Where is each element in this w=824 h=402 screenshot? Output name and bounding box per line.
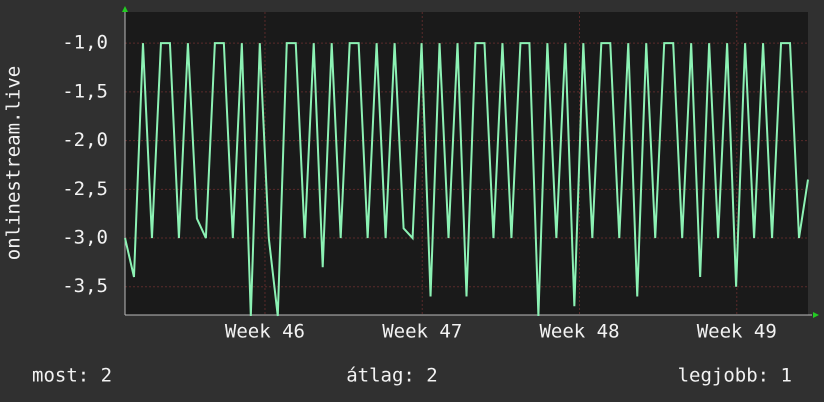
y-tick-label: -3,5 [62,275,108,297]
y-arrow [122,6,128,12]
stat-best: legjobb: 1 [678,365,792,387]
x-arrow [813,312,819,318]
data-line [124,42,809,317]
y-tick-label: -2,5 [62,178,108,200]
x-tick-label: Week 46 [225,321,305,343]
y-tick-label: -1,0 [62,32,108,54]
plot-area [125,12,808,315]
x-tick-label: Week 49 [697,321,777,343]
x-tick-label: Week 47 [382,321,462,343]
stat-average: átlag: 2 [346,365,438,387]
y-tick-label: -2,0 [62,129,108,151]
y-tick-label: -3,0 [62,227,108,249]
stat-now: most: 2 [32,365,112,387]
y-axis-label: onlinestream.live [3,66,25,260]
y-tick-label: -1,5 [62,80,108,102]
x-tick-label: Week 48 [539,321,619,343]
